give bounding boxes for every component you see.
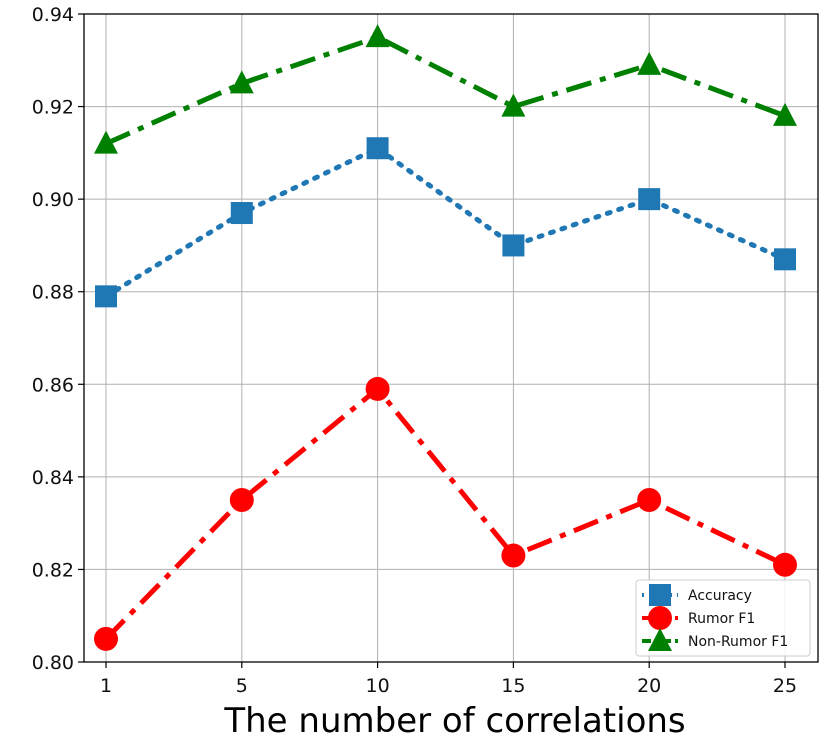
series-line-rumor-f1 <box>104 386 787 641</box>
x-tick-label: 1 <box>100 675 112 697</box>
legend-label-accuracy: Accuracy <box>688 588 752 604</box>
x-tick-label: 10 <box>366 675 390 697</box>
data-point-rumor-f1 <box>773 552 797 577</box>
data-point-accuracy <box>366 137 389 160</box>
data-point-accuracy <box>502 234 525 257</box>
data-point-non-rumor-f1 <box>637 51 662 75</box>
data-point-accuracy <box>95 285 117 308</box>
legend: Accuracy Rumor F1 Non-Rumor F1 <box>635 579 811 657</box>
y-tick-label: 0.84 <box>32 467 74 489</box>
series-lines <box>103 34 788 641</box>
legend-label-non-rumor-f1: Non-Rumor F1 <box>688 634 788 650</box>
data-point-rumor-f1 <box>365 376 390 401</box>
legend-box <box>635 579 811 657</box>
data-point-accuracy <box>774 248 796 271</box>
data-point-non-rumor-f1 <box>229 70 254 94</box>
y-tick-label: 0.94 <box>32 4 74 26</box>
data-point-rumor-f1 <box>637 488 662 512</box>
data-point-rumor-f1 <box>229 488 254 512</box>
x-tick-label: 25 <box>773 675 797 697</box>
data-point-accuracy <box>230 202 253 225</box>
legend-marker-non-rumor-f1 <box>648 628 672 651</box>
y-tick-label: 0.86 <box>32 374 74 396</box>
data-point-rumor-f1 <box>501 543 526 568</box>
plot-frame <box>83 13 819 663</box>
data-point-non-rumor-f1 <box>773 102 797 126</box>
y-tick-label: 0.82 <box>32 559 74 581</box>
x-tick-label: 20 <box>637 675 661 697</box>
x-tick-label: 5 <box>236 675 248 697</box>
y-tick-label: 0.80 <box>32 652 74 674</box>
series-markers <box>94 24 797 651</box>
x-axis-label: The number of correlations <box>223 701 685 740</box>
data-point-non-rumor-f1 <box>94 130 118 154</box>
data-point-accuracy <box>638 188 661 211</box>
series-line-accuracy <box>103 145 788 299</box>
legend-marker-accuracy <box>649 584 671 606</box>
legend-label-rumor-f1: Rumor F1 <box>688 611 755 627</box>
series-line-non-rumor-f1 <box>104 34 786 146</box>
y-tick-label: 0.90 <box>32 189 74 211</box>
axis-ticks: 0.800.820.840.860.880.900.920.941 5 10 15 20… <box>32 4 797 697</box>
data-point-non-rumor-f1 <box>501 93 526 117</box>
data-point-non-rumor-f1 <box>365 24 390 48</box>
x-tick-label: 15 <box>501 675 525 697</box>
y-tick-label: 0.92 <box>32 97 74 119</box>
y-tick-label: 0.88 <box>32 282 74 304</box>
legend-marker-rumor-f1 <box>648 606 672 630</box>
data-point-rumor-f1 <box>94 626 118 651</box>
